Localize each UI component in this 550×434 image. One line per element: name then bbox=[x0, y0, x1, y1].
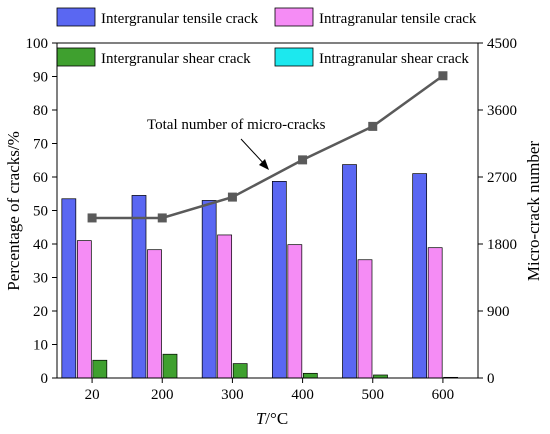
total-micro-cracks-point-600 bbox=[438, 71, 448, 81]
x-tick-label: 300 bbox=[221, 387, 244, 403]
legend-item-intragranular-shear: Intragranular shear crack bbox=[274, 47, 469, 67]
total-micro-cracks-line bbox=[92, 74, 444, 220]
bar-intergranular-shear-crack-20 bbox=[92, 359, 108, 379]
x-axis-title: T/°C bbox=[256, 409, 288, 428]
legend-swatch-intergranular-tensile bbox=[56, 7, 96, 27]
y2-tick-label: 2700 bbox=[487, 170, 517, 186]
y2-tick-label: 1800 bbox=[487, 237, 517, 253]
bar-intergranular-tensile-crack-500 bbox=[342, 164, 357, 379]
x-tick-label: 200 bbox=[151, 387, 174, 403]
total-micro-cracks-point-300 bbox=[227, 192, 237, 202]
bar-intragranular-tensile-crack-500 bbox=[357, 259, 373, 379]
y2-tick-label: 3600 bbox=[487, 103, 517, 119]
x-tick-label: 20 bbox=[85, 387, 100, 403]
bar-intragranular-tensile-crack-300 bbox=[217, 234, 233, 379]
bar-intergranular-tensile-crack-300 bbox=[201, 200, 217, 379]
legend-swatch-intergranular-shear bbox=[56, 47, 96, 67]
bar-intergranular-shear-crack-300 bbox=[232, 363, 248, 379]
total-micro-cracks-point-200 bbox=[157, 213, 167, 223]
bar-intergranular-tensile-crack-20 bbox=[61, 198, 77, 379]
y-tick-label: 20 bbox=[33, 304, 48, 320]
y-tick-label: 70 bbox=[33, 137, 48, 153]
y-tick-label: 50 bbox=[33, 204, 48, 220]
y-tick-label: 10 bbox=[33, 338, 48, 354]
legend-label-intergranular-tensile: Intergranular tensile crack bbox=[101, 11, 259, 27]
y-tick-label: 60 bbox=[33, 170, 48, 186]
legend-item-intragranular-tensile: Intragranular tensile crack bbox=[274, 7, 477, 27]
bar-intergranular-tensile-crack-200 bbox=[131, 195, 147, 379]
y-tick-label: 30 bbox=[33, 271, 48, 287]
bar-intragranular-tensile-crack-400 bbox=[287, 244, 303, 379]
legend-label-intragranular-shear: Intragranular shear crack bbox=[319, 51, 469, 67]
y-tick-label: 80 bbox=[33, 103, 48, 119]
y2-tick-label: 4500 bbox=[487, 36, 517, 52]
x-axis-title-unit: /°C bbox=[265, 409, 288, 428]
y-tick-label: 90 bbox=[33, 70, 48, 86]
annotation-arrow-head bbox=[259, 159, 269, 170]
bars-layer bbox=[61, 164, 459, 379]
legend-label-intragranular-tensile: Intragranular tensile crack bbox=[319, 11, 477, 27]
axes-layer: 0 10 20 30 40 50 60 70 80 90 100 0 900 1800 2700 3600 45… bbox=[26, 36, 518, 403]
y-tick-label: 40 bbox=[33, 237, 48, 253]
y2-tick-label: 900 bbox=[487, 304, 510, 320]
y-axis-title: Percentage of cracks/% bbox=[4, 131, 23, 291]
bar-intergranular-tensile-crack-400 bbox=[271, 181, 287, 379]
legend-item-intergranular-shear: Intergranular shear crack bbox=[56, 47, 251, 67]
y2-tick-label: 0 bbox=[487, 371, 495, 387]
total-line-layer bbox=[87, 71, 448, 223]
bar-intragranular-tensile-crack-600 bbox=[427, 247, 443, 379]
legend-item-intergranular-tensile: Intergranular tensile crack bbox=[56, 7, 259, 27]
total-micro-cracks-point-20 bbox=[87, 213, 97, 223]
legend-swatch-intragranular-tensile bbox=[274, 7, 314, 27]
annotation-arrow-shaft bbox=[240, 138, 267, 167]
bar-intergranular-tensile-crack-600 bbox=[412, 173, 428, 379]
total-micro-cracks-point-500 bbox=[368, 121, 378, 131]
total-micro-cracks-point-400 bbox=[298, 155, 308, 165]
y2-axis-title: Micro-crack number bbox=[524, 141, 543, 282]
line-annotation: Total number of micro-cracks bbox=[147, 117, 326, 133]
legend: Intergranular tensile crack Intragranula… bbox=[56, 7, 477, 67]
legend-swatch-intragranular-shear bbox=[274, 47, 314, 67]
bar-intergranular-shear-crack-400 bbox=[302, 372, 318, 379]
bar-intergranular-shear-crack-200 bbox=[162, 353, 178, 379]
legend-label-intergranular-shear: Intergranular shear crack bbox=[101, 51, 251, 67]
bar-intragranular-tensile-crack-200 bbox=[147, 249, 162, 379]
x-tick-label: 500 bbox=[362, 387, 385, 403]
bar-intragranular-tensile-crack-20 bbox=[76, 240, 92, 379]
y-tick-label: 100 bbox=[26, 36, 49, 52]
x-tick-label: 400 bbox=[291, 387, 314, 403]
y-tick-label: 0 bbox=[41, 371, 49, 387]
x-tick-label: 600 bbox=[432, 387, 455, 403]
x-axis-title-variable: T bbox=[256, 409, 267, 428]
